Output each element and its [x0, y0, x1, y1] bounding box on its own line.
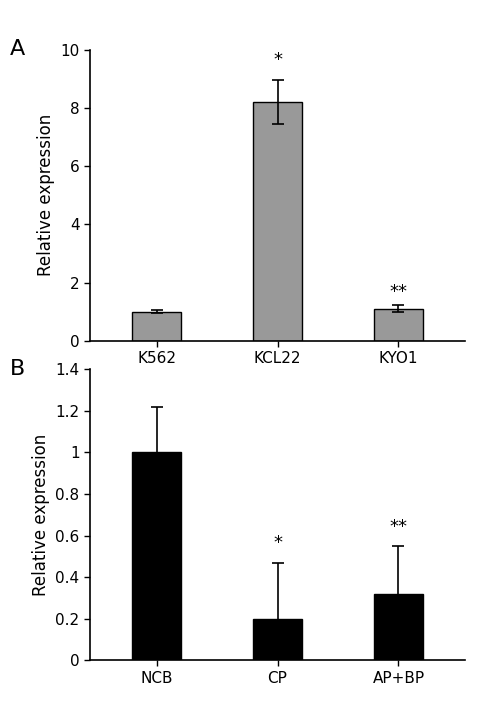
Bar — [374, 594, 422, 660]
Text: A: A — [10, 39, 25, 59]
Bar — [374, 309, 422, 341]
Bar — [132, 312, 180, 341]
Bar — [254, 102, 302, 341]
Y-axis label: Relative expression: Relative expression — [32, 434, 50, 596]
Y-axis label: Relative expression: Relative expression — [37, 114, 55, 276]
Text: **: ** — [390, 283, 407, 301]
Text: **: ** — [390, 518, 407, 535]
Text: *: * — [273, 534, 282, 552]
Text: B: B — [10, 359, 25, 378]
Bar — [254, 618, 302, 660]
Bar — [132, 452, 180, 660]
Text: *: * — [273, 50, 282, 69]
